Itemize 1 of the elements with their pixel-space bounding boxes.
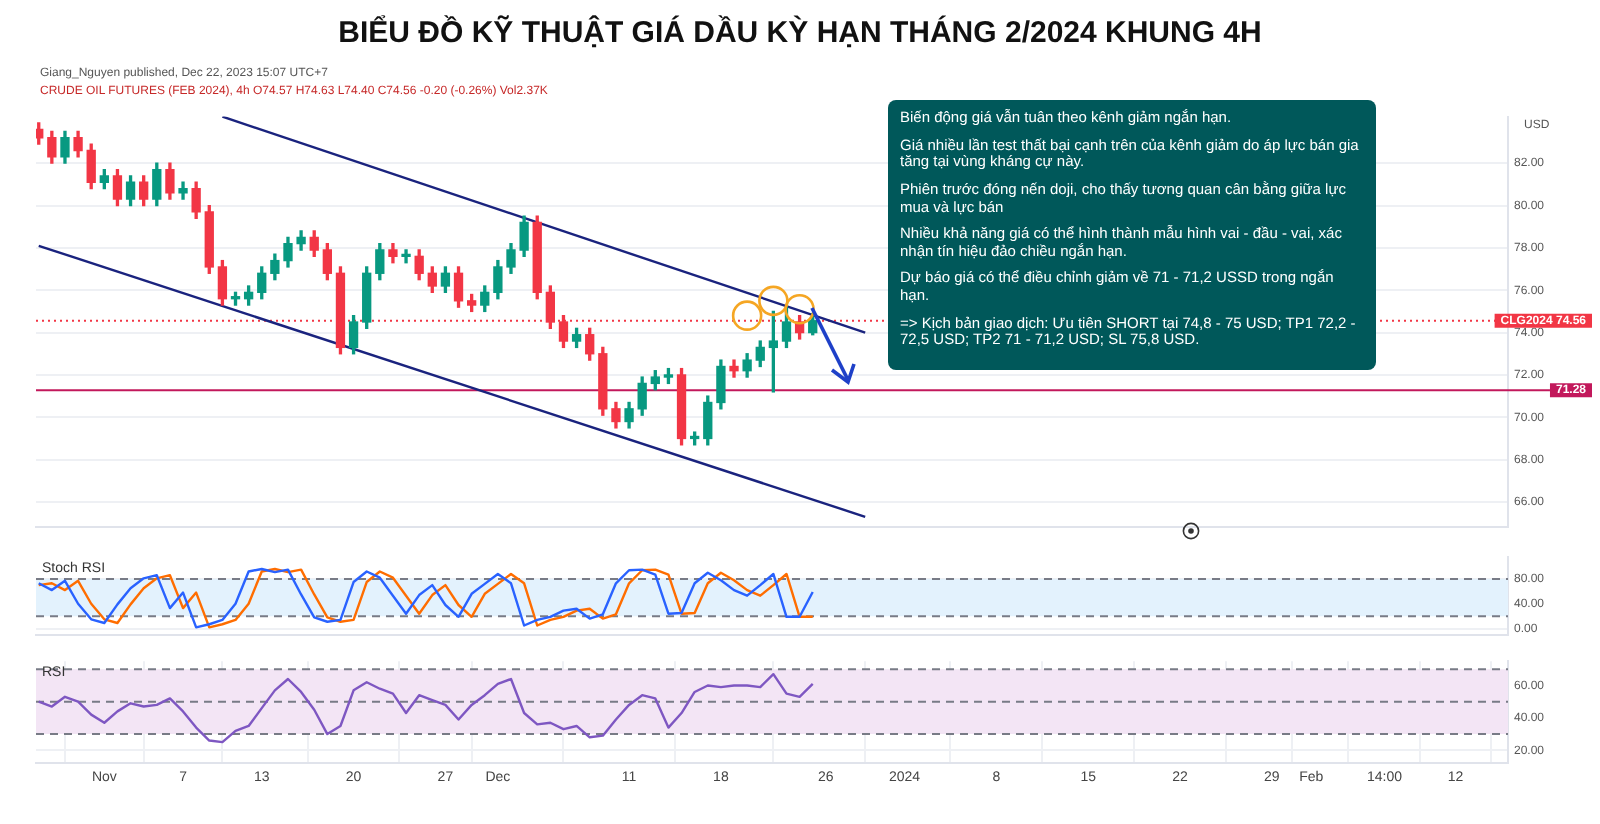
chart-title: BIỂU ĐỒ KỸ THUẬT GIÁ DẦU KỲ HẠN THÁNG 2/2024 KHUNG 4H	[336, 16, 1264, 50]
